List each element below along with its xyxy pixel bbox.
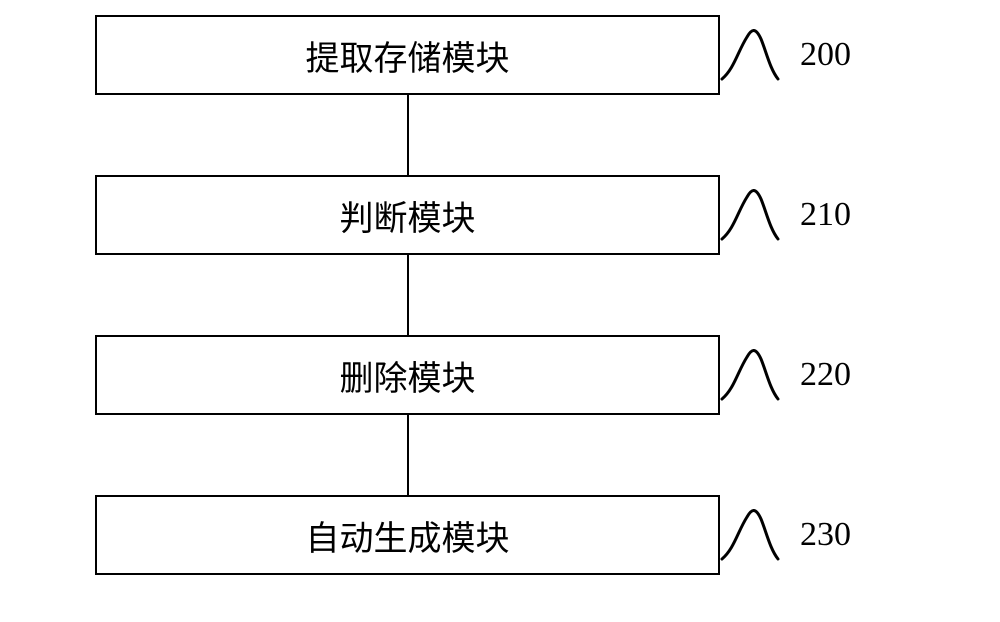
connector	[407, 255, 409, 335]
flowchart-canvas: 提取存储模块 200 判断模块 210 删除模块 220 自动生成模块	[0, 0, 1000, 622]
callout-mark	[720, 509, 780, 561]
node-label: 自动生成模块	[306, 511, 510, 560]
node-judgment: 判断模块	[95, 175, 720, 255]
node-number: 220	[800, 356, 851, 394]
callout-mark	[720, 349, 780, 401]
node-deletion: 删除模块	[95, 335, 720, 415]
node-number: 210	[800, 196, 851, 234]
node-auto-generate: 自动生成模块	[95, 495, 720, 575]
connector	[407, 415, 409, 495]
node-extract-storage: 提取存储模块	[95, 15, 720, 95]
callout-mark	[720, 29, 780, 81]
connector	[407, 95, 409, 175]
node-number: 230	[800, 516, 851, 554]
callout-mark	[720, 189, 780, 241]
node-label: 判断模块	[340, 191, 476, 240]
node-label: 删除模块	[340, 351, 476, 400]
node-label: 提取存储模块	[306, 31, 510, 80]
node-number: 200	[800, 36, 851, 74]
